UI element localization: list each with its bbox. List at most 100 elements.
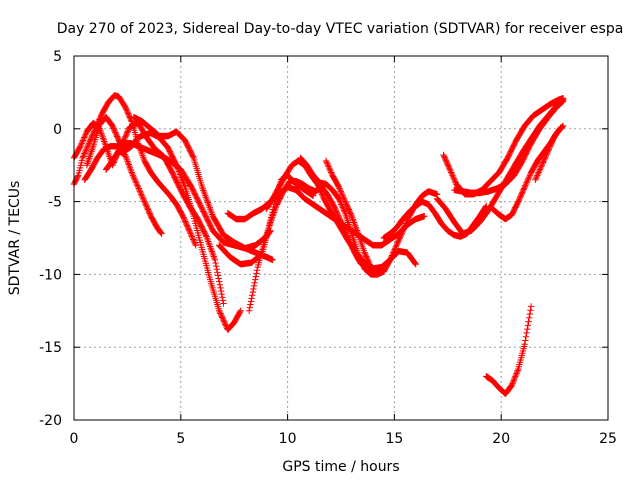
data-point-marker xyxy=(189,236,197,243)
data-point-marker xyxy=(237,307,244,314)
data-point-marker xyxy=(444,161,451,168)
data-point-marker xyxy=(349,214,356,221)
data-point-marker xyxy=(83,144,91,151)
data-point-marker xyxy=(248,295,255,302)
data-point-marker xyxy=(401,223,409,230)
data-point-marker xyxy=(355,252,362,259)
data-point-marker xyxy=(357,256,364,264)
data-point-marker xyxy=(542,154,549,161)
data-point-marker xyxy=(144,206,152,213)
data-point-marker xyxy=(536,166,544,173)
data-point-marker xyxy=(144,205,151,212)
data-point-marker xyxy=(511,376,518,383)
data-point-marker xyxy=(218,290,225,298)
data-point-marker xyxy=(351,220,358,228)
data-point-marker xyxy=(271,206,279,213)
data-point-marker xyxy=(550,135,557,142)
data-point-marker xyxy=(556,125,564,133)
data-point-marker xyxy=(443,159,451,167)
data-point-marker xyxy=(540,156,548,164)
data-point-marker xyxy=(127,115,134,123)
data-point-marker xyxy=(542,152,550,160)
data-point-marker xyxy=(331,204,338,211)
data-point-marker xyxy=(547,142,554,149)
data-point-marker xyxy=(558,97,566,105)
data-point-marker xyxy=(134,183,142,191)
data-point-marker xyxy=(386,256,394,264)
data-point-marker xyxy=(353,225,360,233)
data-point-marker xyxy=(124,109,131,116)
data-point-marker xyxy=(402,221,409,229)
data-point-marker xyxy=(130,173,137,181)
data-point-marker xyxy=(220,300,227,307)
data-point-marker xyxy=(215,275,222,282)
data-point-marker xyxy=(442,157,450,164)
data-point-marker xyxy=(88,133,96,140)
data-point-marker xyxy=(124,128,131,135)
y-tick-label: 0 xyxy=(53,122,62,138)
data-point-marker xyxy=(327,167,334,175)
data-point-marker xyxy=(342,198,349,205)
data-point-marker xyxy=(140,196,148,204)
data-point-marker xyxy=(340,195,348,202)
data-point-marker xyxy=(544,147,552,154)
data-point-marker xyxy=(526,310,534,318)
y-tick-label: -10 xyxy=(39,267,62,283)
data-point-marker xyxy=(127,167,135,175)
data-point-marker xyxy=(253,267,261,274)
data-point-marker xyxy=(324,160,331,167)
data-point-marker xyxy=(332,206,339,214)
data-point-marker xyxy=(252,273,260,280)
data-point-marker xyxy=(396,235,403,242)
data-point-marker xyxy=(336,185,343,192)
data-point-marker xyxy=(523,179,530,186)
data-point-marker xyxy=(247,301,254,308)
data-point-marker xyxy=(519,189,526,196)
data-point-marker xyxy=(445,163,452,171)
data-point-marker xyxy=(539,159,547,166)
data-point-marker xyxy=(79,138,86,146)
data-point-marker xyxy=(509,378,517,386)
x-axis-label: GPS time / hours xyxy=(282,459,399,475)
data-point-marker xyxy=(182,218,189,225)
data-point-marker xyxy=(132,178,139,185)
data-point-marker xyxy=(77,141,85,149)
data-point-marker xyxy=(218,313,225,320)
data-point-marker xyxy=(99,133,106,140)
data-point-marker xyxy=(358,258,365,265)
data-point-marker xyxy=(548,139,555,146)
data-point-marker xyxy=(186,227,193,234)
plot-layer xyxy=(70,92,567,397)
data-point-marker xyxy=(338,189,345,197)
data-point-marker xyxy=(143,202,150,209)
data-point-marker xyxy=(340,207,348,214)
data-point-marker xyxy=(79,137,87,144)
data-point-marker xyxy=(532,175,540,182)
data-point-marker xyxy=(359,261,366,268)
data-point-marker xyxy=(220,318,228,325)
data-point-marker xyxy=(80,135,87,143)
data-point-marker xyxy=(79,153,87,160)
data-point-marker xyxy=(512,371,520,379)
data-point-marker xyxy=(114,134,121,142)
data-point-marker xyxy=(346,208,354,216)
data-point-marker xyxy=(267,218,274,226)
data-point-marker xyxy=(344,205,352,212)
data-point-marker xyxy=(125,111,132,119)
data-point-marker xyxy=(339,192,346,199)
data-point-marker xyxy=(100,136,107,144)
data-point-marker xyxy=(399,228,406,236)
data-point-marker xyxy=(184,223,191,230)
data-point-marker xyxy=(540,158,547,165)
y-tick-label: -20 xyxy=(39,413,62,429)
data-point-marker xyxy=(269,214,276,221)
data-point-marker xyxy=(122,105,130,112)
data-point-marker xyxy=(522,337,529,344)
data-point-marker xyxy=(109,122,116,130)
data-point-marker xyxy=(271,207,278,215)
data-point-marker xyxy=(98,131,106,139)
data-point-marker xyxy=(449,172,456,179)
data-point-marker xyxy=(81,148,89,156)
data-point-marker xyxy=(186,228,194,236)
data-point-marker xyxy=(123,130,130,138)
